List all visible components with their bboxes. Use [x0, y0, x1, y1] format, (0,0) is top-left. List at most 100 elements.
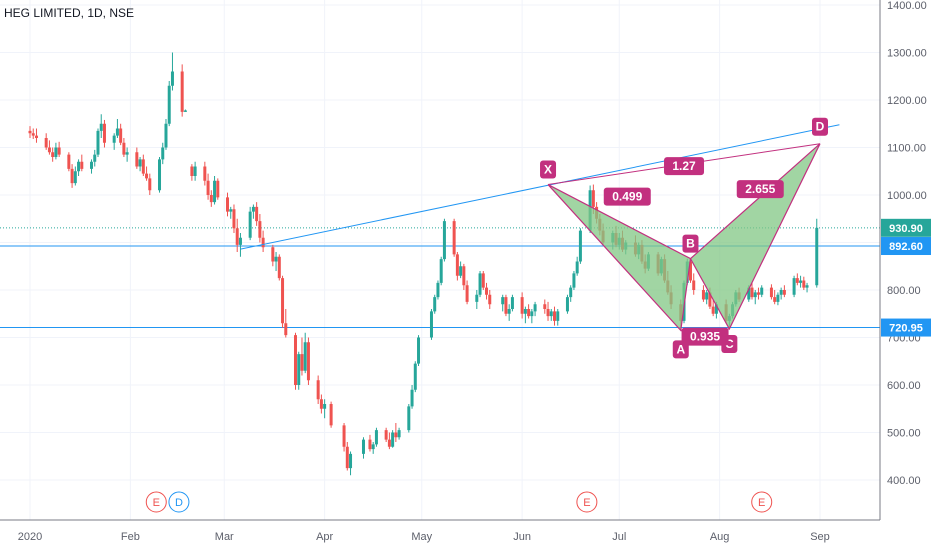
candle-body	[394, 432, 398, 438]
candle-body	[368, 439, 372, 450]
candle-body	[782, 290, 786, 295]
candle-body	[436, 282, 440, 298]
candle-body	[705, 292, 709, 300]
candle-body	[261, 237, 265, 248]
pattern-triangle-xab	[547, 184, 692, 332]
candle-body	[34, 135, 38, 138]
candle-body	[439, 259, 443, 283]
candle-body	[161, 147, 165, 160]
candle-body	[115, 128, 119, 136]
point-label-b-bg	[682, 234, 699, 253]
candle-body	[465, 285, 469, 302]
event-marker-circle	[576, 491, 598, 513]
candle-body	[99, 123, 103, 131]
x-tick-label: May	[411, 531, 432, 543]
price-tag-bg	[881, 237, 931, 256]
time-axis[interactable]: 2020 Feb Mar Apr May Jun Jul Aug Sep	[18, 531, 830, 543]
candle-body	[342, 425, 346, 447]
candle-body	[543, 304, 547, 309]
candle-body	[190, 166, 194, 176]
candle-body	[281, 278, 285, 324]
candle-body	[54, 147, 58, 157]
candle-body	[47, 147, 51, 153]
candle-body	[258, 221, 262, 238]
candle-body	[397, 430, 401, 438]
ratio-label-xb: 0.499	[603, 187, 651, 206]
candle-body	[284, 323, 288, 336]
ratio-label-xd-bg	[664, 157, 705, 176]
candle-body	[255, 206, 259, 222]
candle-body	[776, 294, 780, 302]
ratio-label-bd: 2.655	[736, 180, 784, 199]
candle-body	[433, 297, 437, 312]
candle-body	[413, 363, 417, 390]
candle-body	[815, 227, 819, 286]
candle-body	[714, 304, 718, 314]
candle-body	[374, 430, 378, 445]
candle-body	[481, 273, 485, 288]
candle-body	[799, 280, 803, 283]
point-label-x-bg	[540, 160, 557, 179]
candle-body	[164, 123, 168, 148]
candle-body	[504, 297, 508, 314]
candle-body	[779, 290, 783, 295]
candle-body	[407, 406, 411, 431]
candle-body	[323, 404, 327, 409]
price-tags-layer: 930.90 892.60 720.95	[881, 218, 931, 337]
harmonic-pattern-layer: X A B C D 0.499 0.935 2.655 1.27	[240, 117, 840, 359]
event-marker-circle	[168, 491, 190, 513]
y-tick-label: 800.00	[887, 285, 921, 297]
candle-body	[462, 266, 466, 286]
candle-body	[77, 161, 81, 172]
candle-body	[391, 432, 395, 447]
candle-body	[303, 342, 307, 371]
candle-body	[475, 294, 479, 302]
candle-body	[711, 306, 715, 314]
candle-body	[802, 280, 806, 288]
candle-body	[119, 128, 123, 143]
candle-body	[148, 178, 152, 191]
point-label-b: B	[682, 234, 699, 253]
candle-body	[122, 142, 126, 155]
ratio-label-xd-text: 1.27	[672, 159, 696, 173]
x-tick-label: 2020	[18, 531, 42, 543]
candle-body	[90, 161, 94, 169]
candle-body	[145, 173, 149, 179]
candle-body	[701, 290, 705, 300]
y-tick-label: 1000.00	[887, 190, 927, 202]
candle-body	[96, 130, 100, 155]
candle-body	[248, 211, 252, 238]
candle-body	[209, 195, 213, 203]
candle-body	[523, 309, 527, 314]
candle-body	[773, 297, 777, 302]
candle-body	[569, 287, 573, 298]
candle-body	[102, 123, 106, 143]
candle-body	[520, 297, 524, 314]
ratio-label-xd: 1.27	[664, 157, 705, 176]
candle-body	[180, 71, 184, 112]
candle-body	[708, 292, 712, 307]
candle-body	[507, 309, 511, 314]
candle-body	[271, 247, 275, 262]
candle-body	[575, 261, 579, 274]
candle-body	[28, 130, 32, 134]
candle-body	[792, 278, 796, 295]
price-tag-text: 892.60	[889, 241, 923, 253]
ratio-label-bd-bg	[736, 180, 784, 199]
candle-body	[300, 354, 304, 371]
candle-body	[578, 230, 582, 262]
candle-body	[488, 294, 492, 305]
candle-body	[251, 206, 255, 212]
ratio-label-ac: 0.935	[681, 327, 729, 346]
point-label-c-text: C	[725, 337, 734, 351]
event-marker-label: E	[583, 497, 590, 509]
ratio-label-xb-bg	[603, 187, 651, 206]
candle-body	[277, 256, 281, 279]
price-tag-bg	[881, 218, 931, 237]
candle-body	[349, 453, 353, 469]
candle-body	[442, 221, 446, 260]
price-tag-text: 720.95	[889, 323, 923, 335]
candle-body	[753, 292, 757, 298]
